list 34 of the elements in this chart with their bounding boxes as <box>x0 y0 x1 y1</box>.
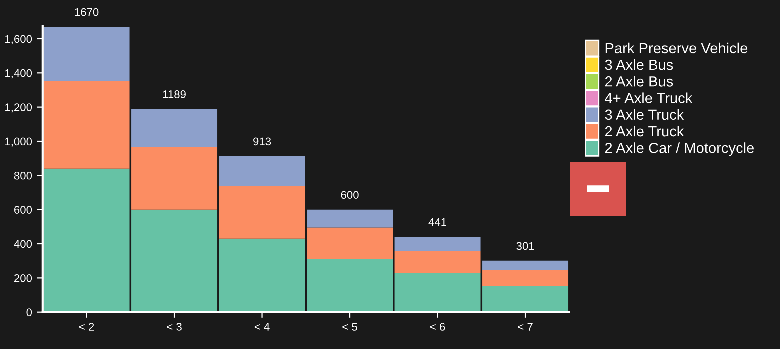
total-label: 1670 <box>75 8 99 16</box>
y-tick-label: 200 <box>14 274 32 282</box>
y-tick-label: 1,000 <box>6 138 32 147</box>
legend-label: Park Preserve Vehicle <box>606 42 748 54</box>
bar <box>44 27 130 82</box>
bar <box>307 210 394 228</box>
y-tick-label: 400 <box>14 240 32 248</box>
x-tick-label: < 7 <box>518 323 533 331</box>
y-tick-label: 1,400 <box>6 69 32 79</box>
total-label: 1189 <box>163 90 186 98</box>
legend-label: 3 Axle Truck <box>605 109 684 120</box>
legend-label: 4+ Axle Truck <box>605 92 693 104</box>
legend-label: 2 Axle Truck <box>605 126 684 137</box>
y-tick-label: 0 <box>26 308 32 316</box>
legend-label: 2 Axle Bus <box>605 76 674 87</box>
y-tick-label: 1,600 <box>6 35 32 44</box>
bar <box>482 260 569 270</box>
y-tick-label: 1,200 <box>6 104 32 113</box>
x-tick-label: < 3 <box>167 323 182 331</box>
x-tick-label: < 2 <box>79 323 94 331</box>
total-label: 913 <box>254 138 272 146</box>
total-label: 600 <box>341 191 359 200</box>
bar <box>394 237 481 252</box>
y-tick-label: 600 <box>14 206 32 214</box>
legend-label: 2 Axle Car / Motorcycle <box>605 142 754 156</box>
y-tick-label: 800 <box>14 172 32 180</box>
x-tick-label: < 4 <box>254 323 270 331</box>
x-tick-label: < 5 <box>342 323 358 331</box>
x-tick-label: < 6 <box>430 323 446 331</box>
bar <box>132 109 218 148</box>
bar <box>219 156 306 186</box>
legend-label: 3 Axle Bus <box>605 59 674 70</box>
total-label: 301 <box>516 242 534 250</box>
total-label: 441 <box>428 218 447 226</box>
